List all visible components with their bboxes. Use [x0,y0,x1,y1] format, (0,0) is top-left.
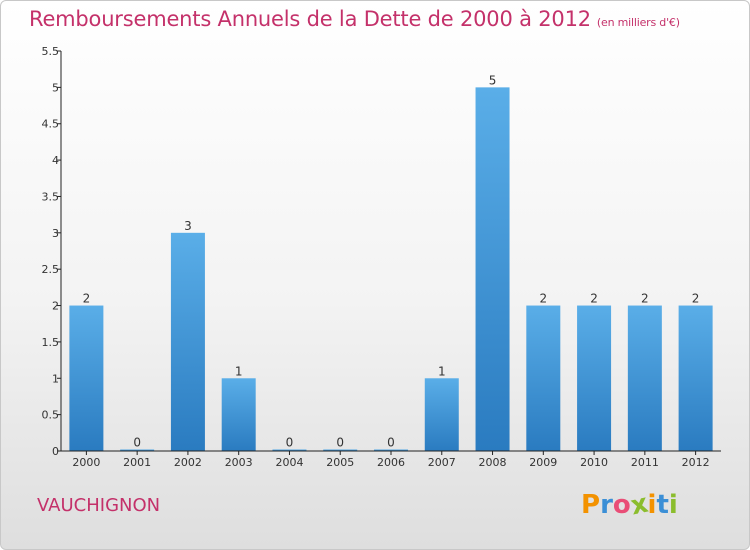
logo-letter: i [668,490,678,520]
logo-letter: o [612,490,631,520]
y-tick-label: 2 [52,300,59,313]
x-tick-label-2010: 2010 [580,456,608,469]
y-tick-label: 4.5 [42,118,60,131]
y-tick-label: 0 [52,445,59,458]
x-tick-label-2009: 2009 [529,456,557,469]
proxiti-logo: Proxiti [581,489,678,522]
bar-2002 [170,232,205,451]
bars-group: 2 0 3 1 0 0 0 1 5 2 2 2 2 [69,73,713,451]
y-tick-label: 4 [52,154,59,167]
bar-2003 [221,378,256,451]
axes-group: 2000 2001 2002 2003 2004 2005 2006 2007 2008 2009… [42,45,721,469]
logo-letter: r [600,490,613,520]
data-label-2003: 1 [235,364,243,378]
x-tick-label-2007: 2007 [428,456,456,469]
x-tick-label-2001: 2001 [123,456,151,469]
title-unit: (en milliers d'€) [596,16,680,29]
bar-2007 [424,378,459,451]
data-label-2006: 0 [387,436,395,450]
logo-letter: P [581,490,601,520]
y-tick-label: 5.5 [42,45,60,58]
data-label-2008: 5 [489,73,497,87]
bar-2012 [678,305,713,451]
data-label-2002: 3 [184,219,192,233]
bar-2006 [374,449,408,451]
data-label-2000: 2 [83,292,91,306]
y-tick-label: 2.5 [42,263,60,276]
data-label-2007: 1 [438,364,446,378]
x-tick-label-2006: 2006 [377,456,405,469]
bar-2000 [69,305,104,451]
y-tick-label: 1 [52,372,59,385]
x-tick-label-2012: 2012 [682,456,710,469]
bar-2009 [526,305,561,451]
bar-2008 [475,87,510,451]
y-tick-label: 0.5 [42,409,60,422]
y-tick-label: 5 [52,81,59,94]
commune-name: VAUCHIGNON [37,495,161,516]
data-label-2012: 2 [692,292,700,306]
data-label-2004: 0 [286,436,294,450]
y-tick-label: 3 [52,227,59,240]
data-label-2009: 2 [539,292,547,306]
x-tick-label-2005: 2005 [326,456,354,469]
data-label-2005: 0 [336,436,344,450]
data-label-2010: 2 [590,292,598,306]
chart-title: Remboursements Annuels de la Dette de 20… [29,7,680,31]
y-tick-label: 3.5 [42,190,60,203]
y-tick-label: 1.5 [42,336,60,349]
bar-2001 [120,449,155,451]
logo-letter: i [647,490,657,520]
bar-2010 [577,305,612,451]
title-text: Remboursements Annuels de la Dette de 20… [29,7,591,31]
bar-2011 [627,305,662,451]
x-tick-label-2008: 2008 [479,456,507,469]
bar-2004 [272,449,307,451]
x-tick-label-2004: 2004 [275,456,303,469]
x-tick-label-2011: 2011 [631,456,659,469]
data-label-2011: 2 [641,292,649,306]
x-tick-label-2000: 2000 [72,456,100,469]
data-label-2001: 0 [133,436,141,450]
x-tick-label-2002: 2002 [174,456,202,469]
x-tick-label-2003: 2003 [225,456,253,469]
bar-2005 [323,449,358,451]
logo-letter: t [656,490,669,520]
